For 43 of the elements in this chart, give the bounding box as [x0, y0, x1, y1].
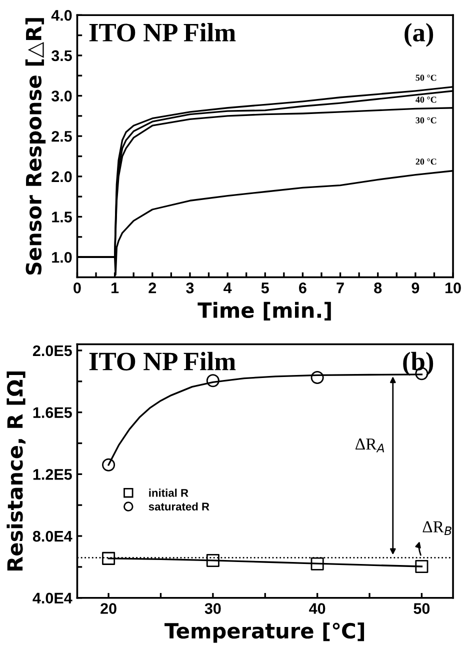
x-tick-label: 5	[261, 282, 269, 294]
x-tick-label: 30	[204, 603, 221, 614]
x-tick-label: 6	[299, 282, 306, 294]
x-tick-label: 10	[445, 282, 461, 294]
x-axis-title: Temperature [℃]	[164, 622, 364, 643]
series-label: 40 °C	[416, 96, 436, 103]
x-tick-label: 7	[336, 282, 344, 294]
annotation: ΔR$_{B}$	[422, 521, 452, 536]
y-tick-label: 4.0E4	[32, 592, 72, 604]
x-tick-label: 20	[100, 603, 116, 614]
x-tick-label: 40	[309, 603, 326, 614]
chart-title: ITO NP Film	[89, 22, 236, 42]
annotation: (a)	[404, 22, 434, 47]
x-tick-label: 4	[224, 282, 232, 294]
series-label: 20 °C	[416, 158, 436, 165]
y-tick-label: 1.6E5	[33, 407, 72, 418]
y-tick-label: 1.2E5	[33, 469, 72, 480]
y-tick-label: 2.0E5	[32, 345, 72, 356]
y-tick-label: 1.5	[52, 212, 72, 222]
y-tick-label: 2.0	[52, 171, 72, 182]
x-tick-label: 3	[186, 282, 194, 294]
y-tick-label: 2.5	[52, 130, 72, 142]
x-tick-label: 0	[74, 282, 81, 294]
x-tick-label: 1	[112, 282, 119, 294]
x-axis-title: Time [min.]	[198, 302, 331, 320]
x-tick-label: 2	[148, 282, 156, 294]
series-label: 30 °C	[416, 117, 436, 124]
series-label: 50 °C	[416, 74, 436, 81]
annotation: ΔR$_{A}$	[356, 438, 384, 452]
y-tick-label: 3.0	[51, 90, 72, 102]
y-tick-label: 4.0	[51, 10, 72, 21]
x-tick-label: 8	[374, 282, 382, 294]
y-axis-title: Sensor Response [△R]	[25, 18, 46, 275]
y-tick-label: 3.5	[51, 50, 72, 62]
y-tick-label: 8.0E4	[32, 530, 72, 542]
legend-label: initial R	[149, 488, 188, 497]
chart-title: ITO NP Film	[89, 352, 236, 370]
x-tick-label: 50	[414, 603, 430, 614]
x-tick-label: 9	[412, 282, 420, 294]
y-tick-label: 1.0	[52, 252, 72, 263]
legend-label: saturated R	[148, 502, 210, 511]
y-axis-title: Resistance, R [Ω]	[6, 372, 26, 570]
annotation: (b)	[403, 352, 434, 376]
